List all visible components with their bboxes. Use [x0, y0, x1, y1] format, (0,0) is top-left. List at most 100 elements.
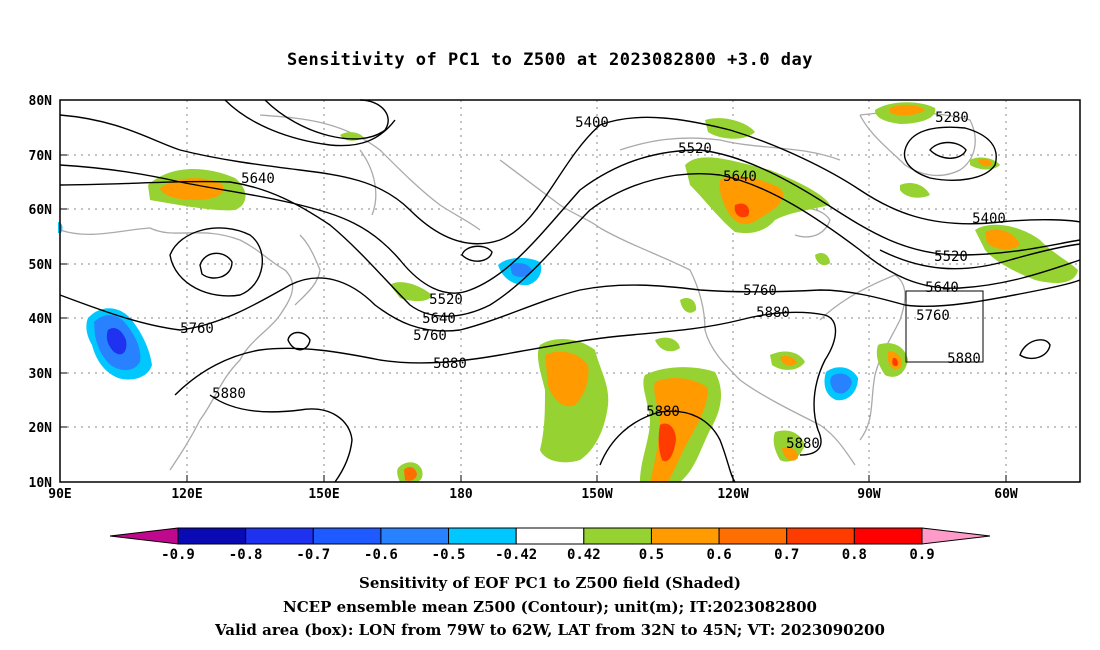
- contour-polar-2: [224, 99, 396, 147]
- colorbar-max-triangle: [921, 527, 991, 545]
- lat-label: 20N: [29, 421, 53, 436]
- contour-label-5640: 5640: [925, 280, 959, 296]
- contour-5280-ring: [903, 126, 997, 181]
- caption-contour: NCEP ensemble mean Z500 (Contour); unit(…: [283, 598, 817, 616]
- caption-valid-area: Valid area (box): LON from 79W to 62W, L…: [215, 621, 885, 639]
- shade-pos-13-core: [780, 355, 797, 366]
- colorbar-labels: -0.9 -0.8 -0.7 -0.6 -0.5 -0.42 0.42 0.5 0.6 0.7 0.…: [161, 547, 935, 563]
- shade-neg-2-core: [510, 262, 532, 278]
- contour-label-5760: 5760: [413, 328, 447, 344]
- contour-5520: [59, 149, 1081, 294]
- contour-ring-asia: [169, 227, 264, 297]
- shade-pos-4-hot: [734, 203, 750, 218]
- shade-pos-14-core: [782, 447, 798, 461]
- contour-label-5520: 5520: [934, 249, 968, 265]
- shade-pos-11-hot: [658, 423, 676, 462]
- lon-label: 120E: [171, 487, 202, 502]
- contour-label-5280: 5280: [935, 110, 969, 126]
- colorbar-swatch: [177, 527, 247, 545]
- shade-pos-10-core: [545, 351, 589, 407]
- plot-frame: [59, 99, 1081, 483]
- colorbar-swatch: [245, 527, 314, 545]
- figure-title: Sensitivity of PC1 to Z500 at 2023082800…: [286, 50, 813, 70]
- contour-label-5400: 5400: [575, 115, 609, 131]
- contour-label-5880: 5880: [433, 356, 467, 372]
- colorbar-tick-label: -0.42: [495, 547, 537, 563]
- contour-5760: [59, 277, 1081, 332]
- colorbar-swatch: [380, 527, 450, 545]
- lon-label: 180: [449, 487, 473, 502]
- colorbar-swatch: [448, 527, 517, 545]
- shade-pos-15-hot: [892, 357, 898, 367]
- contour-label-5520: 5520: [429, 292, 463, 308]
- lat-label: 80N: [29, 94, 53, 109]
- colorbar-swatch: [650, 527, 720, 545]
- shade-neg-3-core: [830, 373, 852, 394]
- lon-label: 120W: [717, 487, 748, 502]
- longitude-axis: 90E 120E 150E 180 150W 120W 90W 60W: [48, 475, 1018, 502]
- contour-label-5760: 5760: [916, 308, 950, 324]
- contour-high-pacific: [287, 331, 311, 351]
- canada-arctic-coast: [619, 137, 841, 161]
- colorbar-swatch: [583, 527, 652, 545]
- contour-label-5880: 5880: [786, 436, 820, 452]
- latitude-axis: 80N 70N 60N 50N 40N 30N 20N 10N: [29, 94, 67, 491]
- colorbar-swatch: [718, 527, 788, 545]
- contour-label-5520: 5520: [678, 141, 712, 157]
- colorbar-swatch: [853, 527, 923, 545]
- colorbar-tick-label: 0.9: [909, 547, 934, 563]
- shade-pos-17: [680, 298, 697, 313]
- shade-pos-2: [390, 282, 432, 302]
- lat-label: 30N: [29, 367, 53, 382]
- shade-pos-1-core: [160, 178, 224, 200]
- lon-label: 90W: [857, 487, 881, 502]
- valid-area-box: [905, 290, 984, 363]
- contour-label-5880: 5880: [212, 386, 246, 402]
- lat-label: 50N: [29, 258, 53, 273]
- contour-high-asia: [199, 252, 233, 279]
- shade-pos-12: [655, 337, 680, 352]
- contour-label-5640: 5640: [723, 169, 757, 185]
- caption-shaded: Sensitivity of EOF PC1 to Z500 field (Sh…: [359, 574, 741, 592]
- lon-label: 150E: [308, 487, 339, 502]
- lon-label: 90E: [48, 487, 71, 502]
- colorbar-tick-label: -0.6: [364, 547, 398, 563]
- shade-pos-6-core: [890, 104, 925, 116]
- lon-label: 60W: [994, 487, 1018, 502]
- colorbar-min-triangle: [109, 527, 179, 545]
- colorbar: [109, 527, 991, 545]
- colorbar-tick-label: 0.42: [567, 547, 601, 563]
- contour-5640: [59, 173, 1081, 317]
- contour-label-5760: 5760: [743, 283, 777, 299]
- lat-label: 40N: [29, 312, 53, 327]
- contour-label-5760: 5760: [180, 321, 214, 337]
- contour-label-5880: 5880: [646, 404, 680, 420]
- shade-pos-16-core: [404, 466, 417, 481]
- contour-5280-inner: [929, 141, 967, 159]
- shade-pos-8-core: [978, 158, 992, 167]
- siberia-coast: [259, 114, 481, 231]
- colorbar-tick-label: 0.6: [706, 547, 731, 563]
- contour-low-aleutian: [461, 245, 493, 262]
- shade-pos-9-core: [985, 229, 1020, 250]
- contour-label-5640: 5640: [241, 171, 275, 187]
- shade-pos-7: [900, 183, 930, 198]
- lat-label: 70N: [29, 149, 53, 164]
- contour-polar-1: [264, 99, 389, 140]
- lat-label: 60N: [29, 203, 53, 218]
- contour-label-5400: 5400: [972, 211, 1006, 227]
- contour-label-5880: 5880: [947, 351, 981, 367]
- contour-east-1: [879, 243, 1081, 270]
- shade-pos-18: [815, 252, 830, 266]
- alaska-coast: [499, 159, 601, 229]
- lon-label: 150W: [581, 487, 612, 502]
- contour-label-5880: 5880: [756, 305, 790, 321]
- z500-contours: [59, 99, 1081, 483]
- lat-label: 10N: [29, 476, 53, 491]
- contour-5880-south: [209, 394, 353, 483]
- colorbar-swatch: [786, 527, 855, 545]
- contour-label-5640: 5640: [422, 311, 456, 327]
- contour-5400: [59, 114, 1081, 245]
- colorbar-tick-label: 0.7: [774, 547, 799, 563]
